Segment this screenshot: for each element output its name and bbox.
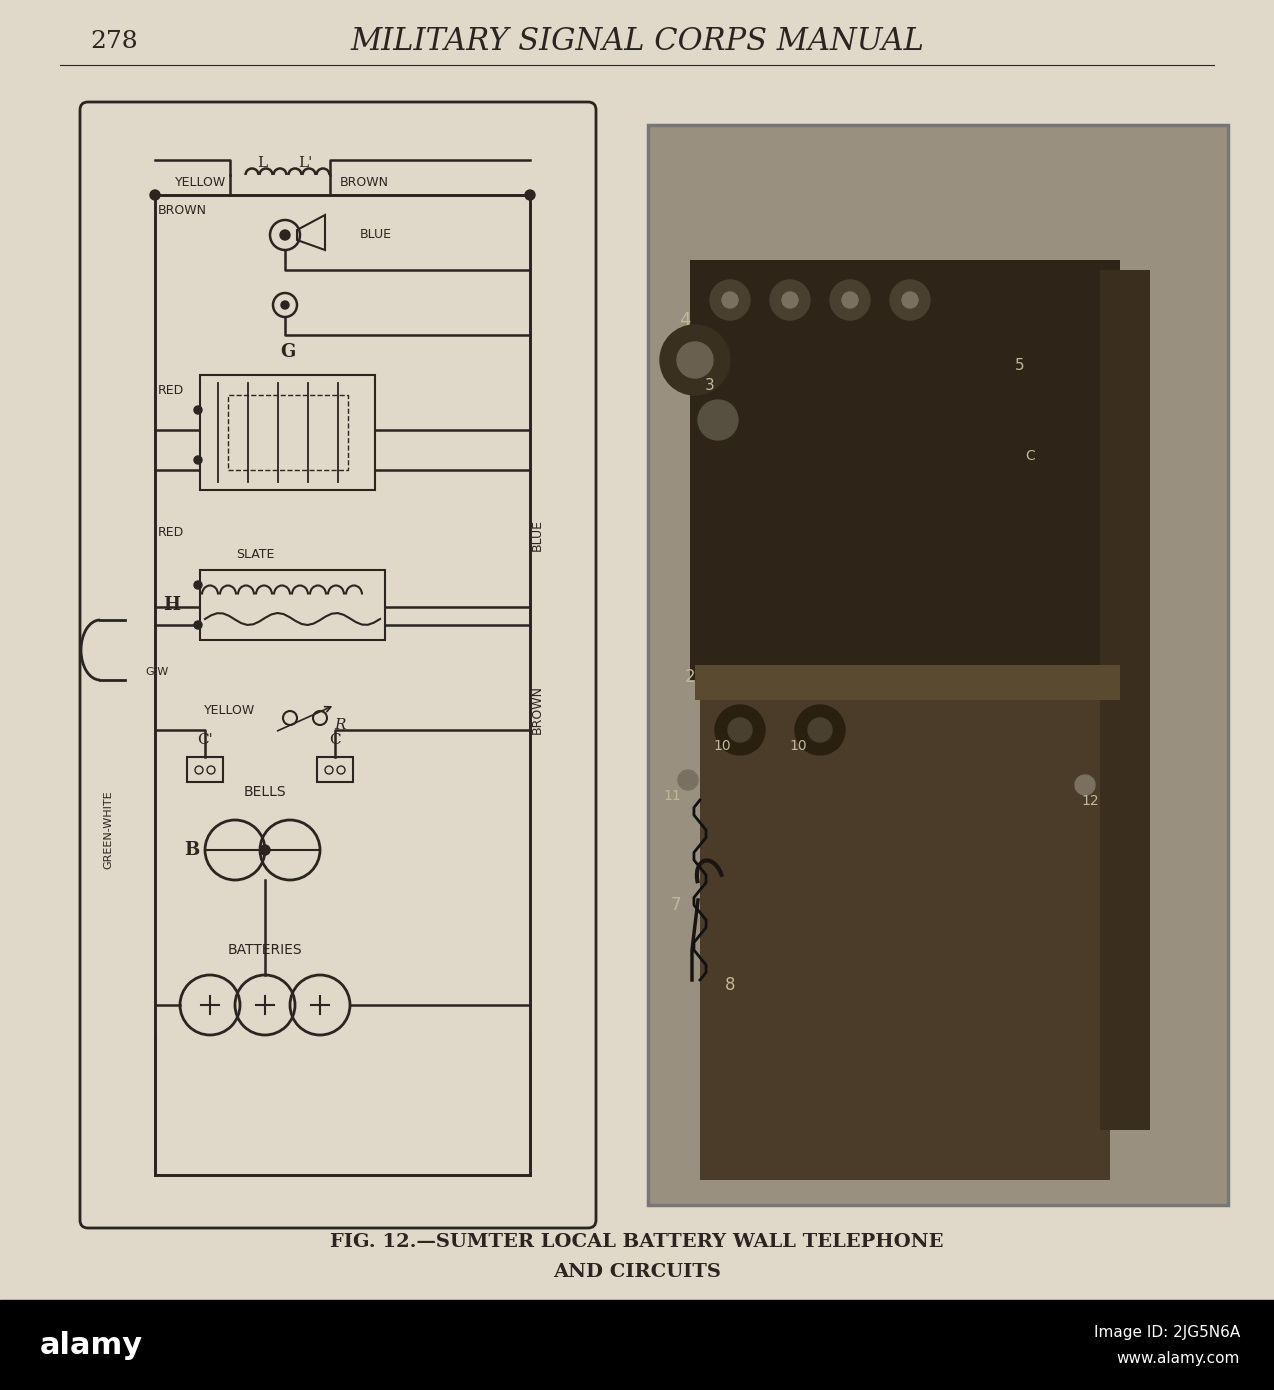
Text: 2: 2 [684, 669, 696, 687]
Text: G.W: G.W [145, 667, 168, 677]
Bar [317, 758, 353, 783]
Text: www.alamy.com: www.alamy.com [1116, 1351, 1240, 1365]
Circle shape [1075, 776, 1094, 795]
Text: 278: 278 [90, 31, 138, 53]
Text: Image ID: 2JG5N6A: Image ID: 2JG5N6A [1094, 1325, 1240, 1340]
Circle shape [678, 770, 698, 790]
Text: L': L' [298, 156, 312, 170]
Circle shape [842, 292, 857, 309]
Circle shape [676, 342, 713, 378]
Text: 8: 8 [725, 976, 735, 994]
Text: BROWN: BROWN [530, 685, 544, 734]
Bar [0, 1300, 1274, 1390]
Bar [696, 664, 1120, 701]
Text: SLATE: SLATE [236, 549, 274, 562]
Bar [200, 570, 385, 639]
Text: B: B [185, 841, 200, 859]
Text: BROWN: BROWN [340, 177, 389, 189]
Text: C: C [329, 733, 341, 746]
Circle shape [282, 302, 289, 309]
Bar [648, 125, 1228, 1205]
Bar [228, 395, 348, 470]
Text: C': C' [197, 733, 213, 746]
Circle shape [722, 292, 738, 309]
Text: RED: RED [158, 384, 185, 396]
Text: H: H [163, 596, 181, 614]
Text: C: C [1026, 449, 1034, 463]
Bar [1099, 270, 1150, 1130]
Text: GREEN-WHITE: GREEN-WHITE [103, 791, 113, 869]
Circle shape [260, 845, 270, 855]
Text: RED: RED [158, 525, 185, 538]
Text: BLUE: BLUE [530, 518, 544, 550]
Circle shape [808, 719, 832, 742]
Text: BLUE: BLUE [361, 228, 392, 242]
Text: BROWN: BROWN [158, 203, 206, 217]
Text: AND CIRCUITS: AND CIRCUITS [553, 1264, 721, 1282]
Text: 10: 10 [789, 739, 806, 753]
Text: 10: 10 [713, 739, 731, 753]
Text: 12: 12 [1082, 794, 1098, 808]
Circle shape [710, 279, 750, 320]
Text: 7: 7 [670, 897, 682, 915]
Circle shape [698, 400, 738, 441]
Text: BELLS: BELLS [243, 785, 287, 799]
Circle shape [194, 456, 203, 464]
Text: L: L [257, 156, 268, 170]
Circle shape [280, 229, 290, 240]
Bar [691, 260, 1120, 680]
Text: 3: 3 [705, 378, 715, 393]
Text: G: G [280, 343, 296, 361]
Text: YELLOW: YELLOW [204, 703, 256, 716]
Circle shape [194, 406, 203, 414]
Bar [200, 375, 375, 491]
Text: 11: 11 [664, 790, 680, 803]
Bar [699, 680, 1110, 1180]
Bar [155, 195, 530, 1175]
Circle shape [829, 279, 870, 320]
Bar [648, 125, 1228, 1205]
Text: 5: 5 [1015, 359, 1024, 373]
Circle shape [150, 190, 161, 200]
Circle shape [891, 279, 930, 320]
Text: BATTERIES: BATTERIES [228, 942, 302, 956]
Text: 4: 4 [679, 311, 691, 329]
Circle shape [715, 705, 764, 755]
Text: MILITARY SIGNAL CORPS MANUAL: MILITARY SIGNAL CORPS MANUAL [350, 26, 924, 57]
Text: alamy: alamy [39, 1330, 143, 1359]
Bar [187, 758, 223, 783]
Circle shape [194, 581, 203, 589]
Text: YELLOW: YELLOW [175, 177, 227, 189]
Circle shape [194, 621, 203, 630]
Circle shape [769, 279, 810, 320]
Circle shape [525, 190, 535, 200]
Text: FIG. 12.—SUMTER LOCAL BATTERY WALL TELEPHONE: FIG. 12.—SUMTER LOCAL BATTERY WALL TELEP… [330, 1233, 944, 1251]
Circle shape [727, 719, 752, 742]
Circle shape [795, 705, 845, 755]
Text: R: R [334, 719, 345, 733]
Circle shape [660, 325, 730, 395]
Circle shape [902, 292, 919, 309]
Circle shape [782, 292, 798, 309]
